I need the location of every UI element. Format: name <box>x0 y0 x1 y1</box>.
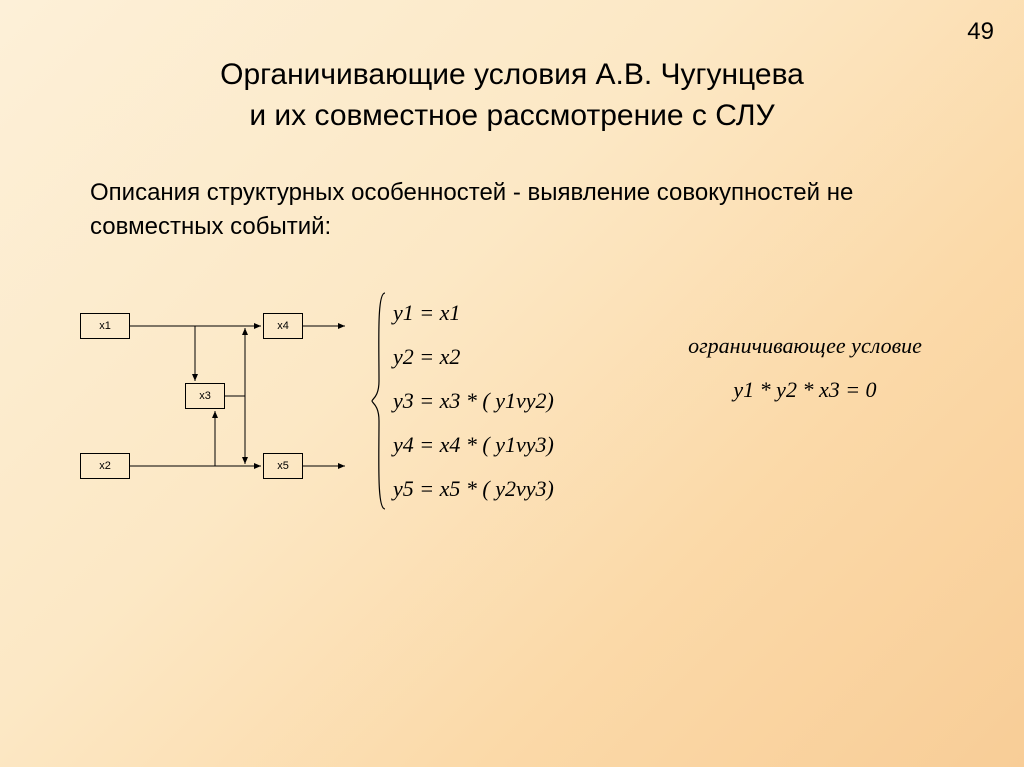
eq-line-5: y5 = x5 * ( y2vy3) <box>393 467 554 511</box>
title-line-1: Органичивающие условия А.В. Чугунцева <box>220 58 804 91</box>
intro-text: Описания структурных особенностей - выяв… <box>90 176 934 243</box>
equation-lines: y1 = x1 y2 = x2 y3 = x3 * ( y1vy2) y4 = … <box>393 291 554 511</box>
eq-line-4: y4 = x4 * ( y1vy3) <box>393 423 554 467</box>
constraint-block: ограничивающее условие y1 * y2 * x3 = 0 <box>640 333 970 403</box>
diagram-arrows <box>75 303 375 503</box>
eq-line-1: y1 = x1 <box>393 291 554 335</box>
page-number: 49 <box>967 18 994 46</box>
eq-line-3: y3 = x3 * ( y1vy2) <box>393 379 554 423</box>
slide-title: Органичивающие условия А.В. Чугунцева и … <box>0 0 1024 136</box>
constraint-expression: y1 * y2 * x3 = 0 <box>640 377 970 403</box>
block-diagram: x1 x2 x3 x4 x5 <box>75 303 375 503</box>
constraint-label: ограничивающее условие <box>640 333 970 359</box>
equation-system: y1 = x1 y2 = x2 y3 = x3 * ( y1vy2) y4 = … <box>385 291 554 511</box>
eq-line-2: y2 = x2 <box>393 335 554 379</box>
brace-icon <box>371 291 389 511</box>
title-line-2: и их совместное рассмотрение с СЛУ <box>249 99 774 132</box>
